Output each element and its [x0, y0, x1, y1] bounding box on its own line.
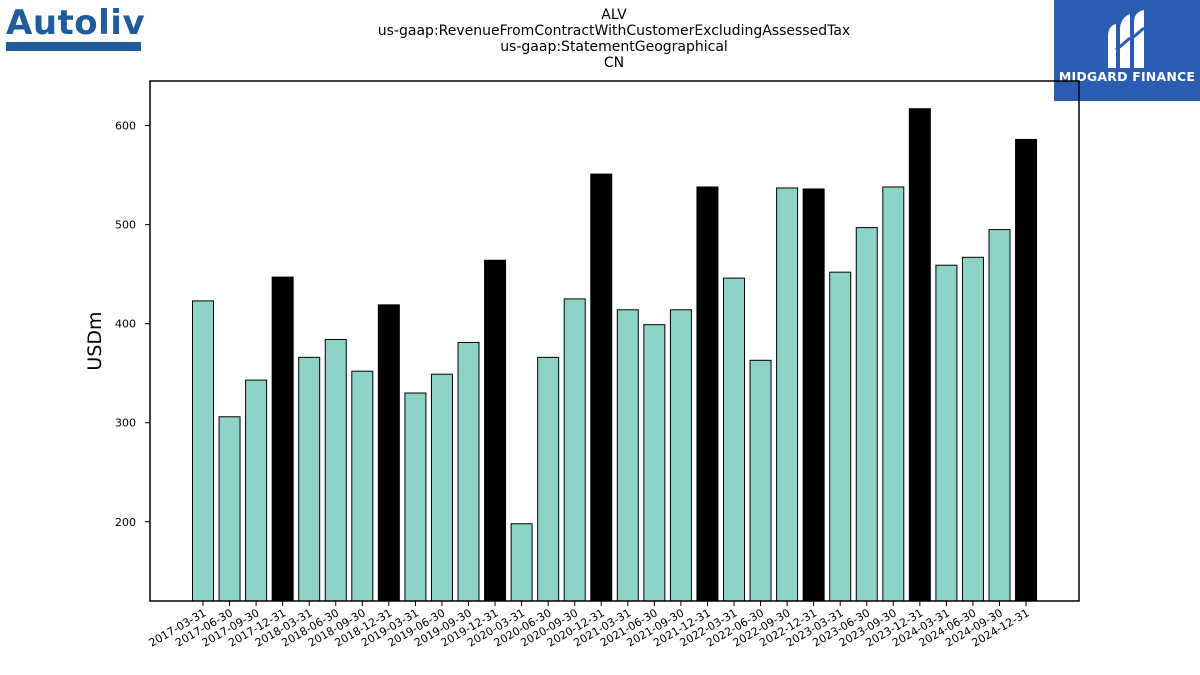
- chart-title: ALV us-gaap:RevenueFromContractWithCusto…: [314, 7, 914, 71]
- bar-2017-06-30: [218, 416, 241, 602]
- bar-2020-09-30: [563, 298, 586, 602]
- bar-2024-09-30: [988, 229, 1011, 602]
- bar-2018-06-30: [324, 339, 347, 602]
- bar-2018-12-31: [377, 304, 400, 602]
- y-tick-label: 200: [115, 516, 136, 529]
- autoliv-logo-text: Autoliv: [6, 3, 146, 43]
- y-axis-label: USDm: [84, 311, 106, 370]
- bar-2023-09-30: [882, 186, 905, 602]
- bar-2017-03-31: [192, 300, 214, 602]
- bar-2023-06-30: [855, 227, 878, 602]
- bar-2022-06-30: [749, 359, 772, 602]
- bar-2024-03-31: [935, 264, 958, 602]
- bar-2018-03-31: [298, 356, 321, 602]
- y-tick-label: 400: [115, 318, 136, 331]
- midgard-emblem-icon: [1108, 10, 1145, 68]
- midgard-finance-text: MIDGARD FINANCE: [1058, 69, 1196, 84]
- bar-2023-12-31: [908, 108, 931, 602]
- bar-2024-06-30: [961, 256, 984, 602]
- bar-2022-03-31: [723, 277, 745, 602]
- bar-2023-03-31: [829, 271, 852, 602]
- autoliv-logo-underline: [6, 42, 141, 51]
- bar-2020-06-30: [537, 356, 560, 602]
- y-tick-label: 300: [115, 417, 136, 430]
- bar-2020-12-31: [590, 173, 613, 602]
- bar-2021-03-31: [616, 309, 639, 602]
- bar-2017-12-31: [271, 276, 294, 602]
- title-line-metric: us-gaap:RevenueFromContractWithCustomerE…: [377, 23, 851, 39]
- plot-frame: [149, 80, 1080, 602]
- title-line-axis: us-gaap:StatementGeographical: [500, 39, 728, 55]
- bar-2018-09-30: [351, 370, 374, 602]
- y-tick-label: 500: [115, 219, 136, 232]
- y-tick-label: 600: [115, 120, 136, 133]
- bar-2019-12-31: [484, 259, 507, 602]
- bar-2021-06-30: [643, 324, 666, 602]
- bar-2021-12-31: [696, 186, 719, 602]
- bar-2020-03-31: [510, 523, 533, 602]
- bar-2017-09-30: [245, 379, 268, 602]
- title-line-ticker: ALV: [601, 7, 627, 23]
- bar-2022-09-30: [776, 187, 799, 602]
- bar-2021-09-30: [669, 309, 692, 602]
- bar-2019-06-30: [430, 373, 453, 602]
- bar-2022-12-31: [802, 188, 825, 602]
- autoliv-logo: Autoliv: [6, 3, 146, 54]
- title-line-member: CN: [603, 55, 625, 71]
- bar-2024-12-31: [1015, 138, 1038, 602]
- bar-2019-09-30: [457, 341, 480, 602]
- bar-2019-03-31: [404, 392, 427, 602]
